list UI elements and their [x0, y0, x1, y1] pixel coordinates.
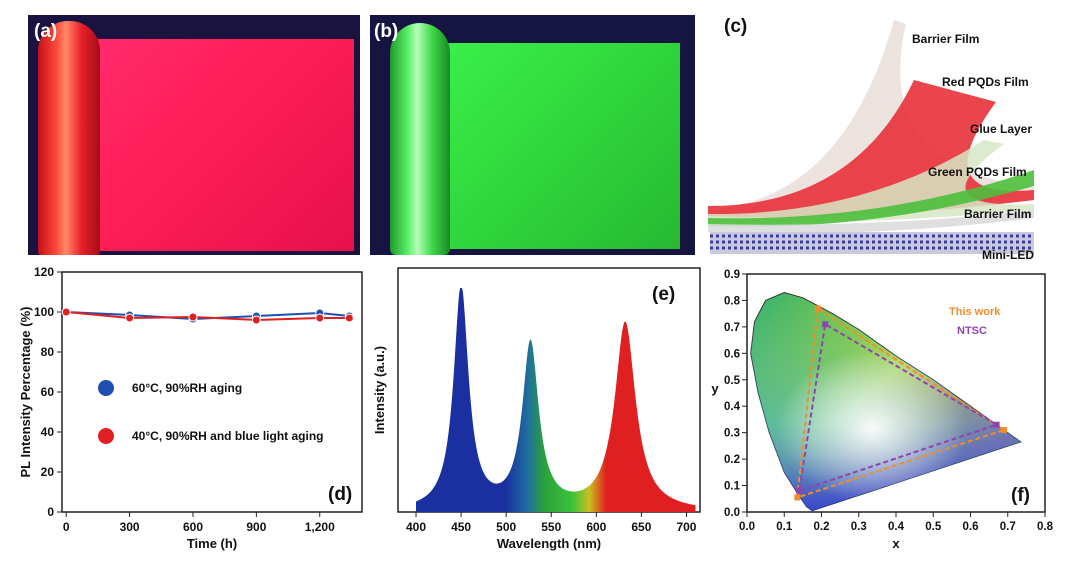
panel-b-photo: (b) [370, 15, 695, 255]
gamut-vertex [1001, 427, 1007, 433]
red-film-roll [38, 21, 100, 255]
layer-label-mini-led: Mini-LED [982, 248, 1034, 262]
x-tick-label: 0.2 [814, 521, 830, 533]
y-tick-label: 0.6 [724, 348, 740, 360]
layer-label-glue: Glue Layer [970, 122, 1032, 136]
emission-spectrum-chart: 400 450 500 550 600 650 700 Wavelength (nm) Inte… [370, 262, 705, 562]
panel-a-photo: (a) [28, 15, 360, 255]
panel-f-label: (f) [1011, 485, 1030, 507]
layer-label-barrier-bottom: Barrier Film [964, 207, 1031, 221]
panel-d-label: (d) [328, 484, 352, 506]
x-tick-label: 0.6 [963, 521, 979, 533]
y-tick-label: 0.1 [724, 481, 741, 493]
data-point [252, 316, 260, 324]
x-tick-label: 0.7 [1000, 521, 1016, 533]
y-axis-label: y [711, 381, 719, 396]
x-tick-label: 0.0 [739, 521, 755, 533]
y-tick-label: 0.5 [724, 375, 741, 387]
data-point [126, 314, 134, 322]
y-tick-label: 0.0 [724, 507, 740, 519]
x-tick-label: 0 [63, 520, 70, 534]
x-tick-label: 600 [183, 520, 203, 534]
panel-c: Barrier Film Red PQDs Film Glue Layer Gr… [704, 10, 1070, 262]
x-axis-label: Time (h) [187, 536, 237, 551]
green-film-sheet [440, 43, 680, 249]
layer-stack-illustration: Barrier Film Red PQDs Film Glue Layer Gr… [704, 10, 1070, 262]
data-point [345, 314, 353, 322]
y-tick-label: 60 [41, 385, 55, 399]
panel-e-label: (e) [652, 284, 675, 306]
legend-entry: 60°C, 90%RH aging [132, 381, 242, 395]
y-tick-label: 100 [34, 305, 54, 319]
panel-f: This work NTSC 0.0 0.1 0.2 0.3 0.4 0.5 0.6 0.7 0.8… [705, 262, 1075, 562]
x-tick-label: 550 [541, 520, 561, 534]
panel-d: 0 20 40 60 80 100 120 0 300 600 900 1,200 Time (h) PL… [10, 262, 370, 562]
gamut-vertex [796, 488, 802, 494]
data-point [316, 314, 324, 322]
panel-c-label: (c) [724, 16, 747, 38]
spectrum-area [416, 288, 696, 512]
legend-entry: This work [949, 306, 1001, 318]
panel-a-label: (a) [34, 21, 57, 43]
x-tick-label: 400 [406, 520, 426, 534]
green-film-roll [390, 23, 450, 255]
x-tick-label: 500 [496, 520, 516, 534]
y-tick-label: 80 [41, 345, 55, 359]
x-axis-label: x [892, 536, 900, 551]
y-tick-label: 0.9 [724, 269, 740, 281]
y-tick-label: 0.8 [724, 295, 741, 307]
x-tick-label: 600 [586, 520, 606, 534]
x-tick-label: 0.3 [851, 521, 867, 533]
y-tick-label: 0.4 [724, 401, 741, 413]
layer-label-green-pqd: Green PQDs Film [928, 165, 1027, 179]
gamut-vertex [794, 494, 800, 500]
x-tick-label: 0.5 [925, 521, 942, 533]
panel-e: 400 450 500 550 600 650 700 Wavelength (nm) Inte… [370, 262, 705, 562]
gamut-vertex [815, 305, 821, 311]
x-tick-label: 900 [246, 520, 266, 534]
red-film-sheet [86, 39, 354, 251]
x-tick-label: 650 [631, 520, 651, 534]
x-tick-label: 300 [120, 520, 140, 534]
data-point [62, 308, 70, 316]
x-tick-label: 0.1 [776, 521, 793, 533]
y-tick-label: 0.2 [724, 454, 740, 466]
layer-label-barrier-top: Barrier Film [912, 32, 979, 46]
cie-chromaticity-chart: This work NTSC 0.0 0.1 0.2 0.3 0.4 0.5 0.6 0.7 0.8… [705, 262, 1075, 562]
legend-entry: NTSC [957, 325, 987, 337]
gamut-vertex [822, 321, 828, 327]
legend-marker [98, 380, 114, 396]
x-tick-label: 0.4 [888, 521, 905, 533]
x-axis-label: Wavelength (nm) [497, 536, 601, 551]
layer-label-red-pqd: Red PQDs Film [942, 75, 1029, 89]
gamut-vertex [994, 422, 1000, 428]
y-tick-label: 20 [41, 465, 55, 479]
legend-entry: 40°C, 90%RH and blue light aging [132, 429, 324, 443]
data-point [189, 313, 197, 321]
y-tick-label: 120 [34, 265, 54, 279]
x-tick-label: 1,200 [305, 520, 335, 534]
y-tick-label: 0.7 [724, 322, 740, 334]
y-axis-label: PL Intensity Percentage (%) [18, 307, 33, 478]
y-tick-label: 0.3 [724, 428, 740, 440]
y-tick-label: 0 [47, 505, 54, 519]
x-tick-label: 700 [676, 520, 696, 534]
panel-b-label: (b) [374, 21, 398, 43]
x-tick-label: 0.8 [1037, 521, 1054, 533]
legend-marker [98, 428, 114, 444]
y-axis-label: Intensity (a.u.) [372, 346, 387, 434]
x-tick-label: 450 [451, 520, 471, 534]
pl-stability-chart: 0 20 40 60 80 100 120 0 300 600 900 1,200 Time (h) PL… [10, 262, 370, 562]
y-tick-label: 40 [41, 425, 55, 439]
